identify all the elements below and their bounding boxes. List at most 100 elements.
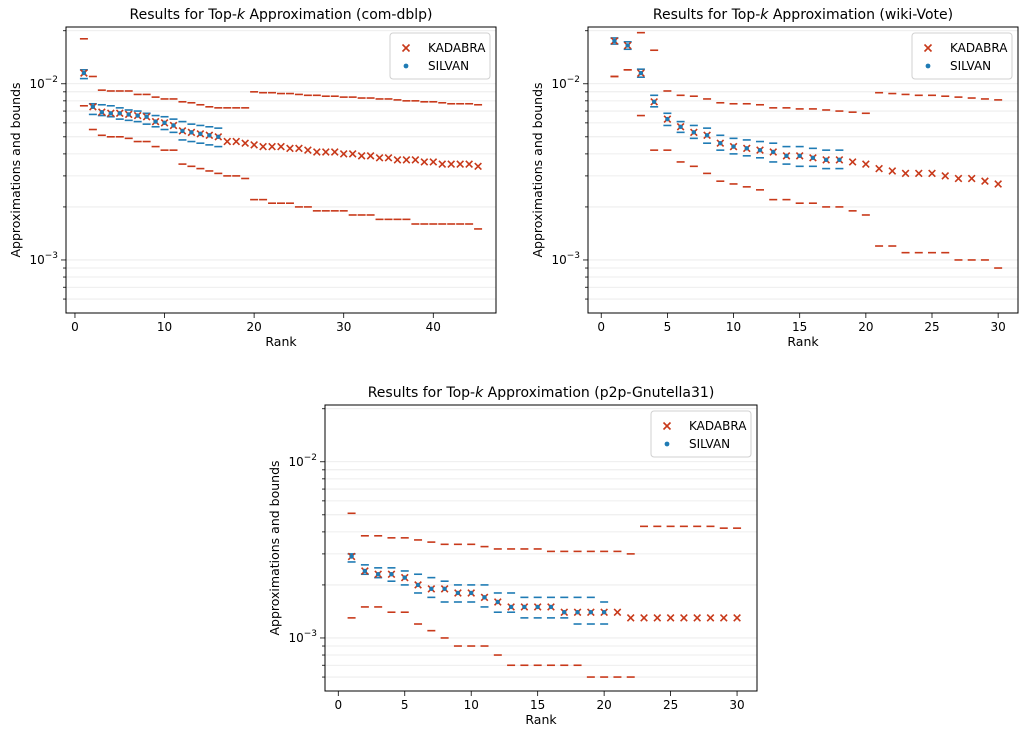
kadabra-point [914,169,923,178]
kadabra-point [613,608,622,617]
x-tick-label: 10 [726,320,741,334]
legend-silvan-label: SILVAN [950,59,991,73]
kadabra-point [277,142,285,151]
silvan-point [691,130,697,135]
legend-silvan-marker [403,63,409,69]
kadabra-point [420,158,429,166]
silvan-point [81,70,87,76]
silvan-point [548,604,554,610]
silvan-point [415,582,421,588]
kadabra-point [901,169,910,178]
chart-com-dblp: 10−2 10−3 0 10 20 30 40 Rank Approximations and … [8,7,497,349]
silvan-point [638,70,644,76]
kadabra-point [384,153,393,162]
y-tick-label: 10−2 [29,75,58,91]
silvan-point [153,119,158,124]
silvan-point [810,155,816,161]
kadabra-point [967,174,976,183]
legend-kadabra-marker [401,43,411,53]
silvan-point [117,111,122,116]
x-tick-label: 0 [334,698,342,712]
y-axis-label: Approximations and bounds [8,82,23,257]
kadabra-point [626,614,635,622]
kadabra-point [429,158,438,166]
kadabra-point [981,177,989,186]
kadabra-point [348,150,357,158]
chart-wiki-vote: 10−2 10−3 0 5 10 15 20 25 30 Rank Approximations a… [530,7,1019,349]
silvan-point [389,572,394,577]
silvan-point [718,140,723,146]
kadabra-point [295,144,303,153]
legend-kadabra-marker [662,421,672,431]
kadabra-point [438,160,447,168]
legend: KADABRA SILVAN [650,410,752,458]
silvan-point [198,131,203,137]
x-tick-label: 20 [596,698,611,712]
kadabra-point [366,151,375,160]
silvan-point [665,116,670,122]
kadabra-point [640,614,648,622]
kadabra-point [706,614,715,622]
y-tick-label: 10−3 [288,629,317,645]
silvan-point [601,610,607,615]
silvan-point [162,120,167,126]
kadabra-point [693,614,702,622]
kadabra-point [223,137,232,146]
x-tick-label: 30 [336,320,351,334]
silvan-point [429,586,434,592]
x-tick-label: 10 [157,320,172,334]
silvan-point [731,144,736,149]
kadabra-point [861,160,870,168]
silvan-point [349,554,354,559]
kadabra-point [411,155,420,164]
legend-kadabra-label: KADABRA [950,41,1008,55]
kadabra-point [330,148,339,156]
kadabra-point [888,167,897,175]
legend-box [389,32,491,80]
kadabra-point [268,142,276,151]
kadabra-point [666,614,675,622]
silvan-point [135,113,140,118]
plot-frame [65,26,497,314]
kadabra-point [241,139,250,148]
legend-box [911,32,1013,80]
silvan-point [575,610,580,615]
silvan-point [442,586,447,592]
silvan-point [508,604,514,610]
kadabra-point [321,148,330,156]
y-tick-label: 10−3 [551,251,580,267]
silvan-point [837,157,842,163]
kadabra-point [474,162,482,171]
kadabra-point [286,144,294,153]
kadabra-point [375,153,384,162]
silvan-point [362,568,368,574]
kadabra-point [994,180,1003,188]
x-tick-label: 0 [597,320,605,334]
silvan-point [704,133,710,138]
y-axis-label: Approximations and bounds [530,82,545,257]
silvan-point [171,123,176,128]
x-tick-label: 10 [464,698,479,712]
silvan-point [771,149,776,155]
x-tick-label: 15 [792,320,807,334]
kadabra-point [719,614,728,622]
legend-silvan-label: SILVAN [689,437,730,451]
legend-kadabra-marker [923,43,933,53]
x-tick-label: 25 [663,698,678,712]
x-axis-label: Rank [265,334,297,349]
x-tick-label: 40 [426,320,441,334]
x-axis-label: Rank [525,712,557,727]
kadabra-point [393,155,402,164]
kadabra-point [250,141,258,149]
silvan-point [126,112,131,117]
x-tick-label: 15 [530,698,545,712]
silvan-point [612,38,617,44]
kadabra-point [456,160,465,168]
legend-kadabra-label: KADABRA [689,419,747,433]
y-tick-label: 10−2 [288,453,317,469]
plot-frame [587,26,1019,314]
x-tick-label: 30 [991,320,1006,334]
legend: KADABRA SILVAN [389,32,491,80]
x-tick-label: 30 [729,698,744,712]
silvan-point [402,575,407,580]
